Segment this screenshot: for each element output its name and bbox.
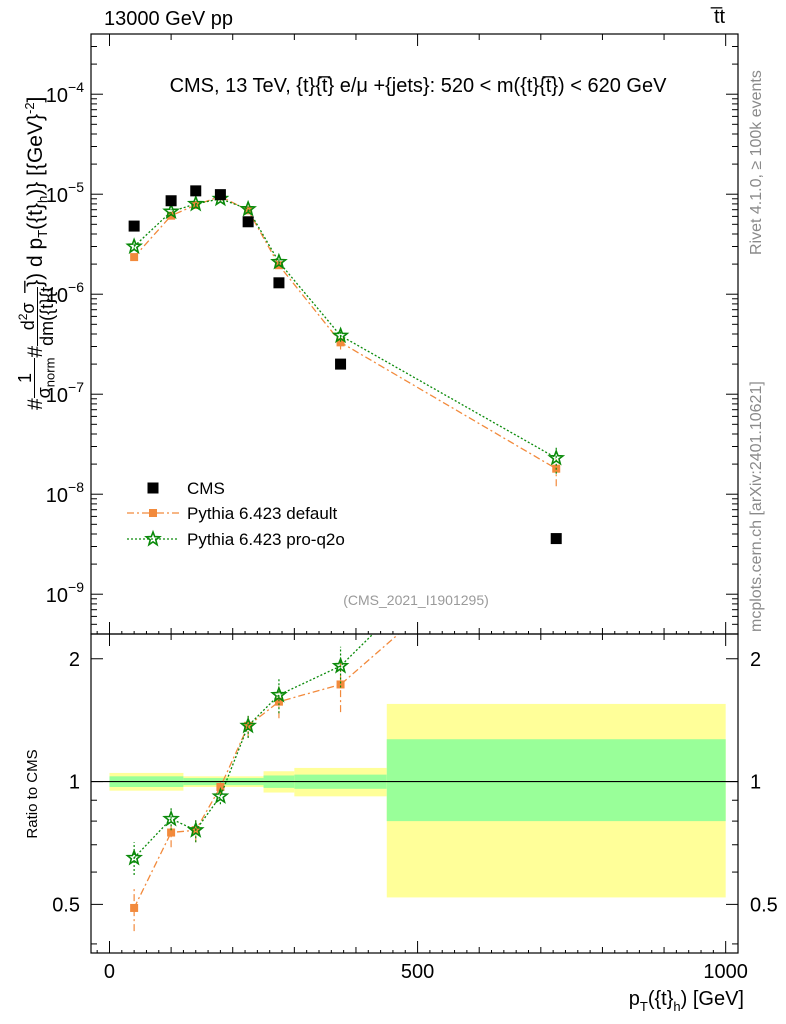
- series-line-default: [133, 195, 557, 470]
- ratio-series-layer: [91, 492, 738, 932]
- point-proq2o: [331, 656, 350, 674]
- ratio-y-tick-label-left: 2: [69, 649, 80, 671]
- point-proq2o: [239, 199, 257, 217]
- point-proq2o: [331, 326, 350, 344]
- point-cms: [165, 195, 177, 207]
- point-proq2o: [186, 820, 205, 838]
- point-default: [130, 903, 139, 912]
- legend-label-default: Pythia 6.423 default: [187, 504, 338, 523]
- analysis-watermark: (CMS_2021_I1901295): [343, 592, 489, 608]
- x-tick-label: 0: [104, 961, 115, 983]
- point-default: [167, 828, 176, 837]
- point-cms: [128, 220, 140, 232]
- main-series-layer: [125, 185, 566, 545]
- point-proq2o: [162, 809, 180, 827]
- series-line-default: [133, 634, 400, 909]
- ratio-y-tick-label-right: 2: [750, 649, 761, 671]
- point-cms: [190, 185, 202, 197]
- chart-title: CMS, 13 TeV, {t}{t̅} e/μ +{jets}: 520 < …: [170, 75, 668, 97]
- y-tick-label: 10−8: [46, 479, 84, 507]
- ratio-y-tick-label-left: 0.5: [52, 894, 80, 916]
- point-cms: [273, 277, 285, 289]
- uncertainty-band-inner: [386, 739, 726, 822]
- point-proq2o: [239, 716, 257, 734]
- point-proq2o: [270, 252, 288, 270]
- point-default: [130, 253, 139, 262]
- point-cms: [335, 358, 347, 370]
- ratio-frame: [90, 633, 739, 954]
- point-cms: [242, 216, 254, 228]
- ratio-y-tick-label-left: 1: [69, 772, 80, 794]
- point-default: [552, 492, 560, 500]
- point-default: [336, 680, 345, 689]
- point-cms: [214, 189, 226, 201]
- point-default: [167, 211, 176, 220]
- ratio-panel: 0.5 0.5 1 1 2 2 0 500 1000 Ratio to CMS pT({t}h) […: [24, 492, 778, 1014]
- ratio-y-tick-label-right: 0.5: [750, 894, 778, 916]
- y-tick-label: 10−5: [46, 179, 84, 207]
- point-proq2o: [125, 237, 143, 255]
- point-default: [274, 697, 283, 706]
- series-line-proq2o: [133, 198, 557, 459]
- y-tick-label: 10−6: [46, 279, 84, 307]
- main-panel: 10−9 10−8 10−7 10−6 10−5 10−4 CMS, 13 TeV, {t}…: [46, 33, 739, 635]
- legend-marker-cms: [147, 482, 159, 494]
- x-axis-title: pT({t}h) [GeV]: [629, 988, 744, 1014]
- legend-marker-default: [149, 509, 157, 517]
- point-default: [336, 338, 345, 347]
- point-proq2o: [270, 685, 288, 703]
- point-proq2o: [211, 786, 230, 804]
- header-left: 13000 GeV pp: [104, 8, 233, 30]
- point-proq2o: [186, 194, 205, 212]
- ratio-y-tick-label-right: 1: [750, 772, 761, 794]
- y-tick-label: 10−9: [46, 579, 84, 607]
- y-tick-label: 10−7: [46, 379, 84, 407]
- legend-label-cms: CMS: [187, 479, 225, 498]
- x-tick-label: 500: [401, 961, 434, 983]
- point-proq2o: [547, 448, 566, 466]
- header-right: t̅t: [714, 6, 726, 28]
- y-tick-label: 10−4: [46, 79, 84, 107]
- legend: CMS Pythia 6.423 default Pythia 6.423 pro-…: [127, 479, 345, 549]
- x-tick-label: 1000: [703, 961, 748, 983]
- legend-marker-proq2o: [144, 529, 162, 547]
- point-proq2o: [162, 202, 180, 220]
- legend-label-proq2o: Pythia 6.423 pro-q2o: [187, 530, 345, 549]
- point-proq2o: [125, 848, 143, 866]
- point-cms: [550, 533, 562, 545]
- series-line-proq2o: [133, 634, 374, 859]
- ratio-y-axis-title: Ratio to CMS: [24, 749, 41, 838]
